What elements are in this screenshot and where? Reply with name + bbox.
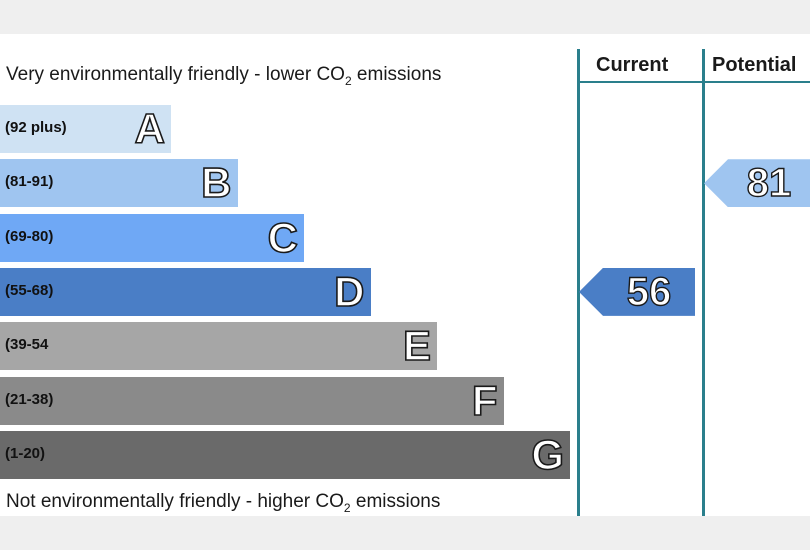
potential-column-header: Potential bbox=[712, 54, 797, 76]
top-caption: Very environmentally friendly - lower CO… bbox=[6, 64, 442, 88]
band-a: (92 plus) A bbox=[0, 105, 171, 153]
band-range-label: (69-80) bbox=[5, 227, 54, 245]
band-b: (81-91) B bbox=[0, 159, 238, 208]
band-c: (69-80) C bbox=[0, 213, 304, 262]
band-range-label: (81-91) bbox=[5, 173, 54, 191]
potential-rating-marker: 81 bbox=[704, 159, 810, 208]
band-d: (55-68) D bbox=[0, 267, 371, 316]
potential-column-left-border bbox=[702, 49, 705, 516]
band-letter: F bbox=[471, 376, 498, 424]
band-range-label: (55-68) bbox=[5, 281, 54, 299]
band-letter: A bbox=[134, 105, 166, 152]
band-range-label: (1-20) bbox=[5, 444, 46, 462]
band-letter: C bbox=[267, 213, 299, 261]
band-letter: G bbox=[531, 430, 565, 478]
band-range-label: (21-38) bbox=[5, 390, 54, 408]
band-letter: B bbox=[200, 159, 232, 207]
band-letter: E bbox=[402, 322, 432, 370]
potential-rating-value: 81 bbox=[746, 161, 792, 206]
band-range-label: (39-54 bbox=[5, 336, 49, 354]
band-range-label: (92 plus) bbox=[5, 119, 67, 136]
band-f: (21-38) F bbox=[0, 376, 504, 425]
current-rating-marker: 56 bbox=[579, 267, 695, 316]
current-column-left-border bbox=[577, 49, 580, 516]
current-column-header: Current bbox=[596, 54, 669, 76]
band-letter: D bbox=[333, 267, 365, 315]
column-header-rule bbox=[577, 81, 810, 83]
environmental-impact-chart: Very environmentally friendly - lower CO… bbox=[0, 34, 810, 516]
bottom-caption: Not environmentally friendly - higher CO… bbox=[6, 491, 441, 515]
band-g: (1-20) G bbox=[0, 430, 570, 479]
band-e: (39-54 E bbox=[0, 322, 437, 371]
current-rating-value: 56 bbox=[626, 269, 672, 314]
